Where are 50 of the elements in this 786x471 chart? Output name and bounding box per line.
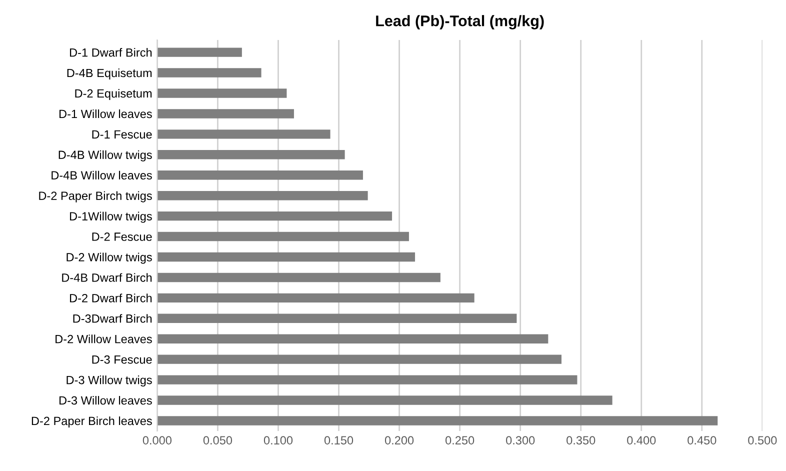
y-tick-label: D-1 Willow leaves <box>60 109 152 118</box>
bar <box>157 252 416 262</box>
y-tick-label: D-2 Equisetum <box>75 88 152 100</box>
bar <box>157 211 392 221</box>
x-tick-label: 0.400 <box>627 436 656 444</box>
y-tick-label: D-1 Fescue <box>92 130 152 139</box>
bar <box>157 170 363 180</box>
y-tick-label: D-2 Dwarf Birch <box>70 294 152 302</box>
x-tick-label: 0.300 <box>506 436 535 444</box>
y-tick-label: D-2 Paper Birch twigs <box>39 191 152 202</box>
bar <box>157 293 474 303</box>
bar <box>157 334 548 344</box>
bar <box>157 88 287 98</box>
x-tick-label: 0.000 <box>142 436 172 444</box>
y-tick-label: D-3 Willow twigs <box>66 376 152 387</box>
y-tick-label: D-4B Willow twigs <box>58 150 152 162</box>
bar <box>157 190 368 200</box>
bar <box>157 354 562 364</box>
x-tick-label: 0.250 <box>446 436 474 444</box>
bar <box>157 48 242 57</box>
bar <box>157 130 330 139</box>
chart-title: Lead (Pb)-Total (mg/kg) <box>376 15 544 30</box>
x-tick-label: 0.150 <box>324 436 354 444</box>
x-tick-label: 0.350 <box>566 436 596 444</box>
bar <box>157 232 409 242</box>
y-tick-label: D-2 Willow twigs <box>66 252 152 264</box>
x-tick-label: 0.100 <box>264 436 293 444</box>
x-tick-label: 0.450 <box>688 436 716 444</box>
bar <box>157 272 440 282</box>
y-tick-label: D-3 Willow leaves <box>60 396 152 405</box>
bar <box>157 150 345 160</box>
y-tick-label: D-4B Equisetum <box>67 68 152 80</box>
y-tick-label: D-2 Fescue <box>92 232 152 241</box>
y-tick-label: D-4B Dwarf Birch <box>62 273 152 282</box>
y-tick-label: D-3Dwarf Birch <box>73 314 152 323</box>
x-tick-label: 0.200 <box>384 436 414 444</box>
bar <box>157 375 578 384</box>
bar <box>157 396 612 405</box>
bar <box>157 416 718 426</box>
y-tick-label: D-1Willow twigs <box>70 212 152 223</box>
bar <box>157 109 294 118</box>
bar <box>157 314 517 323</box>
x-tick-label: 0.050 <box>203 436 232 444</box>
y-tick-label: D-1 Dwarf Birch <box>70 48 152 57</box>
x-tick-label: 0.500 <box>748 436 777 444</box>
bar <box>157 68 262 78</box>
y-tick-label: D-4B Willow leaves <box>52 170 152 180</box>
y-tick-label: D-2 Willow Leaves <box>56 334 152 344</box>
y-tick-label: D-2 Paper Birch leaves <box>32 416 152 428</box>
y-tick-label: D-3 Fescue <box>92 355 152 364</box>
